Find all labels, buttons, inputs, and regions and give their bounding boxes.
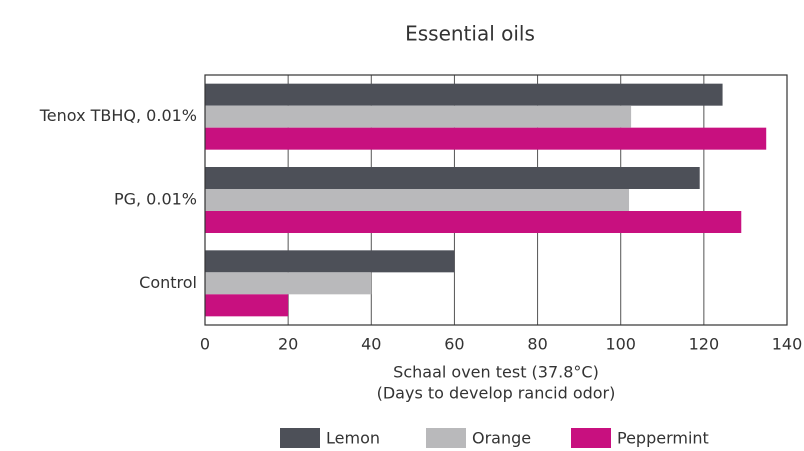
x-tick-label: 100 bbox=[605, 335, 636, 354]
y-tick-label: PG, 0.01% bbox=[114, 190, 197, 209]
plot-border bbox=[204, 74, 788, 326]
x-tick-label: 60 bbox=[444, 335, 464, 354]
bar bbox=[205, 250, 455, 273]
legend-swatch bbox=[426, 428, 466, 448]
x-axis-label: (Days to develop rancid odor) bbox=[377, 384, 616, 403]
legend-label: Orange bbox=[472, 429, 531, 448]
y-tick-label: Tenox TBHQ, 0.01% bbox=[39, 106, 197, 125]
y-tick-label: Control bbox=[139, 273, 197, 292]
legend-label: Peppermint bbox=[617, 429, 709, 448]
x-tick-label: 0 bbox=[200, 335, 210, 354]
bar bbox=[205, 127, 767, 150]
chart-title: Essential oils bbox=[405, 22, 535, 46]
legend-swatch bbox=[571, 428, 611, 448]
legend-swatch bbox=[280, 428, 320, 448]
bar bbox=[205, 272, 372, 295]
x-axis-label: Schaal oven test (37.8°C) bbox=[393, 363, 599, 382]
bar bbox=[205, 105, 632, 128]
bar bbox=[205, 294, 289, 317]
bar bbox=[205, 189, 630, 211]
bar bbox=[205, 167, 700, 189]
x-tick-label: 40 bbox=[361, 335, 381, 354]
bar bbox=[205, 83, 723, 106]
x-tick-label: 120 bbox=[689, 335, 720, 354]
legend-label: Lemon bbox=[326, 429, 380, 448]
bar bbox=[205, 211, 742, 233]
x-tick-label: 80 bbox=[527, 335, 547, 354]
x-tick-label: 20 bbox=[278, 335, 298, 354]
x-tick-label: 140 bbox=[772, 335, 803, 354]
